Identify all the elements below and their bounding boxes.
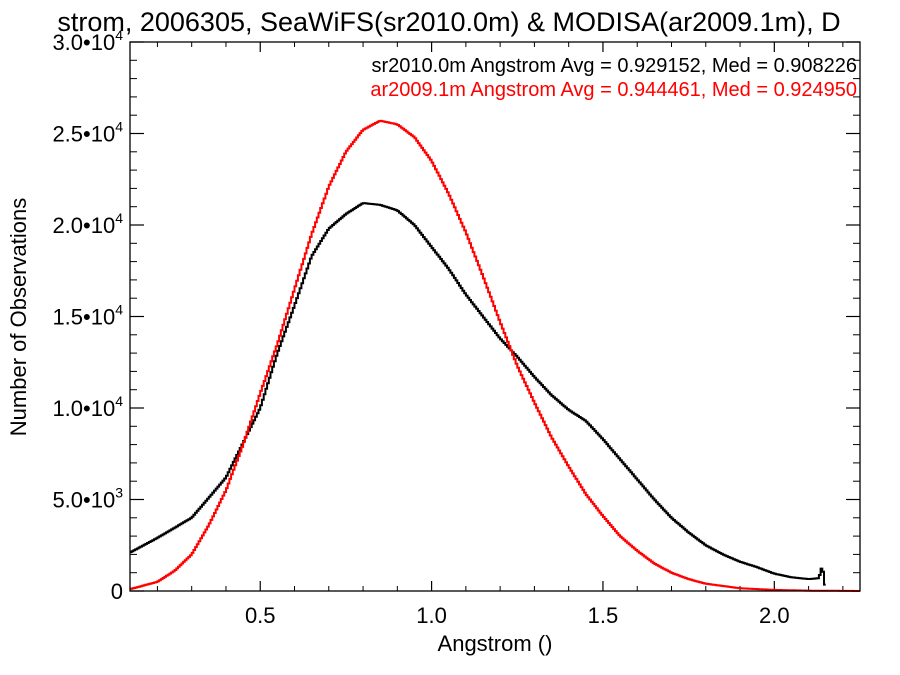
legend-entry-ar2009: ar2009.1m Angstrom Avg = 0.944461, Med =… — [370, 79, 857, 101]
x-tick-label: 1.5 — [588, 603, 619, 628]
y-tick-label: 1.0•104 — [52, 393, 123, 421]
y-tick-label: 0 — [111, 579, 123, 604]
y-tick-label: 2.0•104 — [52, 210, 123, 238]
legend-entry-sr2010: sr2010.0m Angstrom Avg = 0.929152, Med =… — [371, 55, 857, 77]
y-axis-label: Number of Observations — [6, 198, 31, 436]
plot-series — [130, 119, 860, 592]
y-tick-labels: 0 5.0•103 1.0•104 1.5•104 2.0•104 2.5•104 3.0•… — [52, 27, 123, 604]
x-axis-label: Angstrom () — [438, 631, 553, 656]
x-tick-label: 0.5 — [245, 603, 276, 628]
chart-title: strom, 2006305, SeaWiFS(sr2010.0m) & MOD… — [57, 7, 840, 37]
axis-ticks — [130, 41, 860, 592]
y-tick-label: 3.0•104 — [52, 27, 123, 55]
x-tick-label: 2.0 — [759, 603, 790, 628]
y-tick-label: 2.5•104 — [52, 119, 123, 147]
x-tick-labels: 0.5 1.0 1.5 2.0 — [245, 603, 790, 628]
series-line-ar2009 — [130, 119, 860, 592]
y-tick-label: 1.5•104 — [52, 302, 123, 330]
y-tick-label: 5.0•103 — [52, 485, 123, 513]
x-tick-label: 1.0 — [416, 603, 447, 628]
plot-frame — [129, 41, 861, 592]
